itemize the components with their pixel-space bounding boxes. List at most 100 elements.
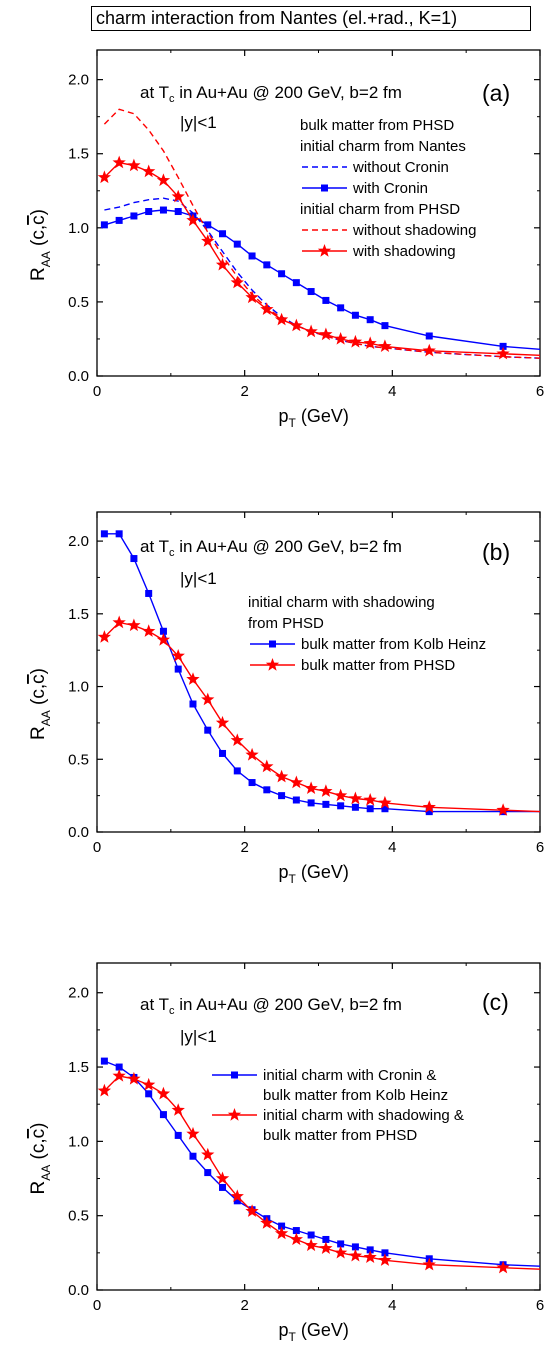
data-point xyxy=(274,769,289,783)
legend-label: bulk matter from PHSD xyxy=(263,1127,417,1144)
data-point xyxy=(348,791,363,805)
chart-panel-1: 0 2 4 60.00.51.01.52.0pT (GeV)RAA (c,c)at T… xyxy=(28,49,544,430)
x-tick-label: 4 xyxy=(388,383,396,400)
annotation-prefix: at T xyxy=(140,83,169,102)
y-tick-label: 2.0 xyxy=(68,72,89,89)
x-axis-label-rest: (GeV) xyxy=(296,406,349,426)
y-axis-label-rest: (c, xyxy=(28,684,49,710)
legend-marker xyxy=(227,1108,242,1121)
data-point xyxy=(307,1231,315,1239)
x-tick-label: 4 xyxy=(388,1297,396,1314)
data-point xyxy=(215,1171,230,1185)
y-axis-label-sub: AA xyxy=(39,251,53,267)
x-tick-label: 4 xyxy=(388,839,396,856)
data-point xyxy=(156,1086,171,1100)
data-point xyxy=(245,290,259,304)
data-point xyxy=(274,1226,289,1240)
data-point xyxy=(174,208,182,216)
y-axis-label-bar: c xyxy=(28,215,49,225)
x-tick-label: 2 xyxy=(240,1297,248,1314)
data-point xyxy=(100,1057,108,1065)
chart-panel-3: 0 2 4 60.00.51.01.52.0pT (GeV)RAA (c,c)at T… xyxy=(28,962,544,1344)
data-point xyxy=(337,304,345,312)
data-point xyxy=(145,208,153,216)
chart-panel-2: 0 2 4 60.00.51.01.52.0pT (GeV)RAA (c,c)at T… xyxy=(28,511,544,886)
data-point xyxy=(334,1245,348,1259)
data-point xyxy=(142,164,156,178)
data-point xyxy=(204,1169,212,1177)
data-point xyxy=(215,257,230,271)
annotation-line1: at Tc in Au+Au @ 200 GeV, b=2 fm xyxy=(140,537,402,559)
x-tick-label: 0 xyxy=(93,383,101,400)
data-point xyxy=(263,261,271,269)
data-point xyxy=(204,726,212,734)
data-point xyxy=(366,316,374,324)
legend: initial charm with shadowing from PHSD bul… xyxy=(248,594,486,674)
legend-marker xyxy=(265,658,280,671)
legend-label: initial charm with shadowing & xyxy=(263,1107,464,1124)
data-point xyxy=(260,302,274,315)
data-point xyxy=(351,311,359,319)
data-point xyxy=(307,799,315,807)
data-point xyxy=(112,1069,126,1082)
data-point xyxy=(186,213,200,227)
legend-header: initial charm from PHSD xyxy=(300,201,460,218)
data-point xyxy=(201,692,215,706)
panel-label: (a) xyxy=(482,80,510,106)
data-point xyxy=(278,792,286,800)
data-point xyxy=(425,808,433,816)
data-point xyxy=(319,784,333,797)
annotation-sub: c xyxy=(169,547,175,559)
y-axis-label-main: R xyxy=(28,267,49,281)
annotation-line2: |y|<1 xyxy=(180,1027,217,1046)
data-point xyxy=(201,1147,215,1161)
data-point xyxy=(112,155,126,169)
panel-label: (b) xyxy=(482,539,510,565)
x-tick-label: 6 xyxy=(536,839,544,856)
data-point xyxy=(378,795,392,809)
data-point xyxy=(363,793,377,806)
y-axis-label-main: R xyxy=(28,726,49,740)
data-point xyxy=(348,334,363,348)
x-tick-label: 2 xyxy=(240,839,248,856)
y-tick-label: 1.5 xyxy=(68,606,89,623)
y-tick-label: 1.0 xyxy=(68,1133,89,1150)
legend-marker xyxy=(269,640,276,648)
y-tick-label: 0.0 xyxy=(68,1282,89,1299)
data-point xyxy=(366,1246,374,1254)
annotation-line2: |y|<1 xyxy=(180,113,217,132)
x-axis-label-main: p xyxy=(279,1320,289,1340)
data-point xyxy=(145,1090,153,1098)
data-point xyxy=(245,1204,259,1217)
x-axis-label: pT (GeV) xyxy=(279,1320,349,1344)
y-tick-label: 2.0 xyxy=(68,985,89,1002)
data-point xyxy=(215,715,230,729)
data-point xyxy=(319,327,333,341)
legend-label: bulk matter from PHSD xyxy=(301,657,455,674)
series-line-2 xyxy=(103,1075,540,1270)
data-point xyxy=(334,788,348,802)
y-tick-label: 1.5 xyxy=(68,1059,89,1076)
y-axis-label-text: RAA (c,c) xyxy=(28,209,53,281)
data-point xyxy=(145,589,153,597)
data-point xyxy=(422,1257,436,1271)
data-point xyxy=(496,346,510,360)
data-point xyxy=(219,749,227,757)
data-point xyxy=(496,803,510,816)
y-tick-label: 1.5 xyxy=(68,146,89,163)
data-point xyxy=(263,786,271,794)
x-axis-label-sub: T xyxy=(289,1330,297,1344)
data-point xyxy=(142,1077,156,1091)
data-point xyxy=(322,296,330,304)
x-tick-label: 2 xyxy=(240,383,248,400)
data-point xyxy=(230,733,244,746)
data-point xyxy=(499,342,507,350)
data-point xyxy=(230,275,244,289)
y-tick-label: 0.5 xyxy=(68,294,89,311)
data-point xyxy=(422,343,436,357)
data-point xyxy=(159,627,167,635)
legend-marker xyxy=(321,184,328,192)
annotation-sub: c xyxy=(169,1005,175,1017)
y-tick-label: 1.0 xyxy=(68,679,89,696)
